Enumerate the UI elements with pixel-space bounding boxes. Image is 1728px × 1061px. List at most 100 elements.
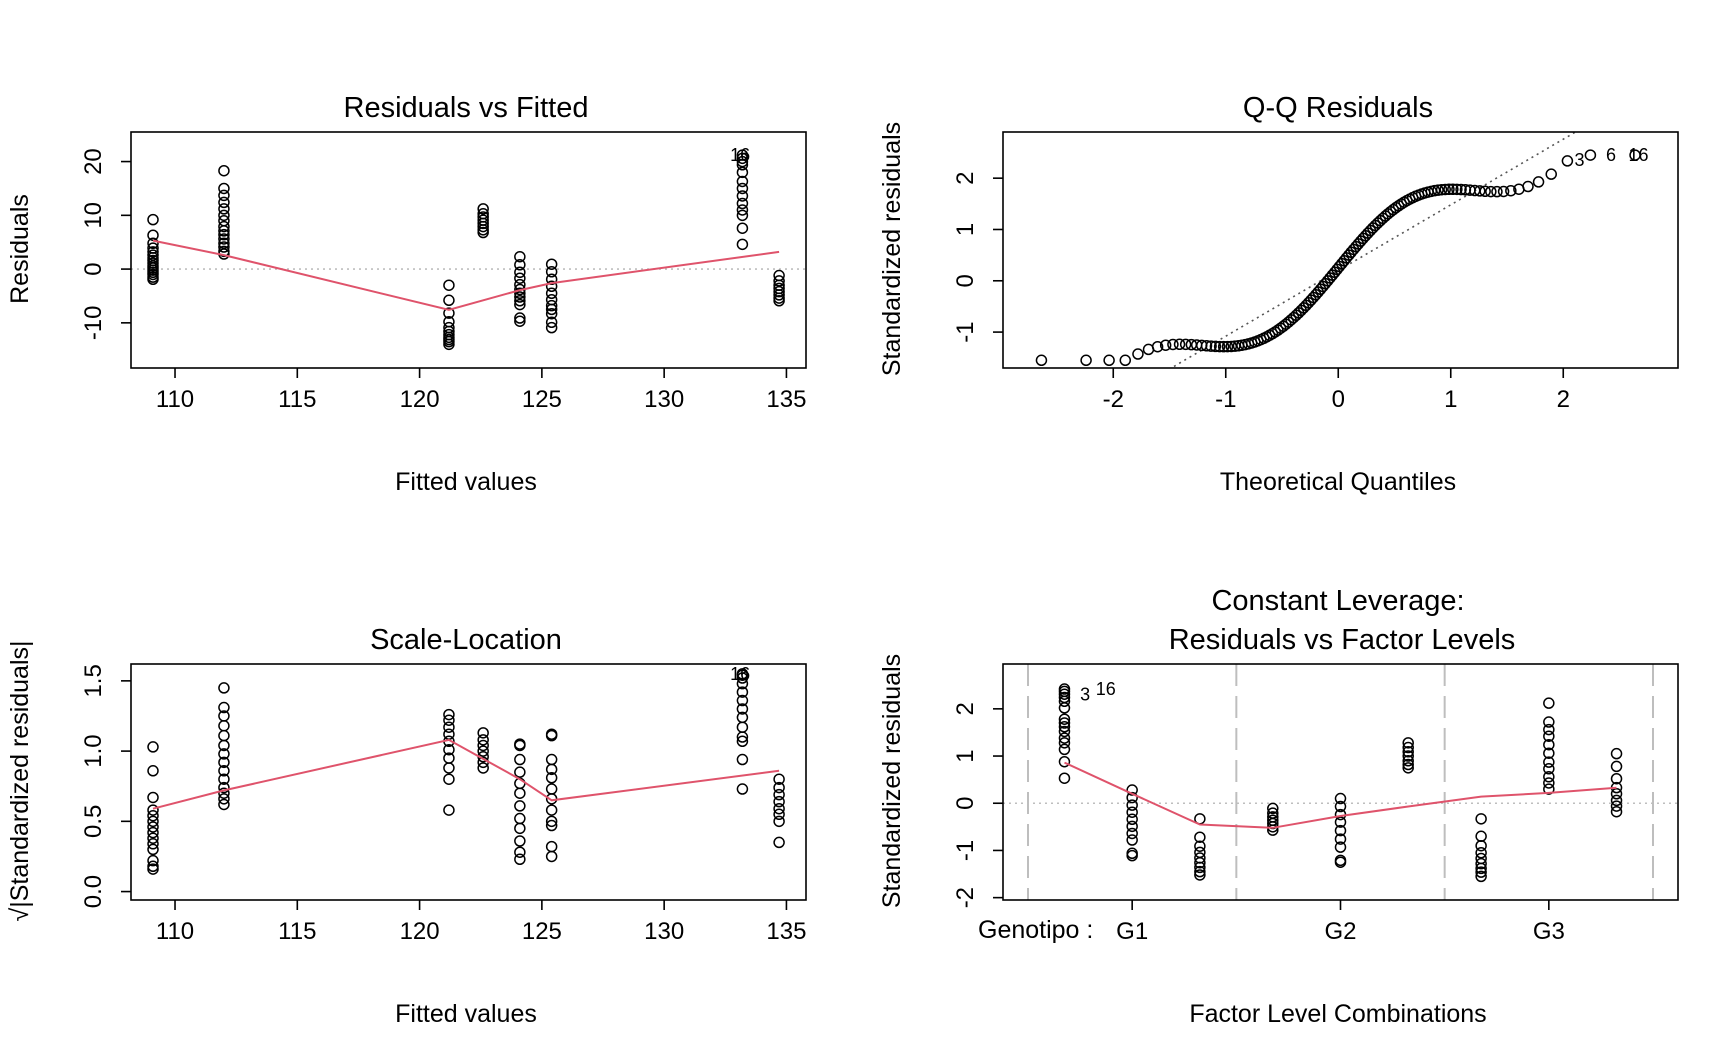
smoother-line [1064, 761, 1617, 829]
data-point [1435, 183, 1448, 196]
y-tick-label: 2 [952, 702, 979, 715]
data-point [218, 220, 230, 233]
data-point [1475, 847, 1487, 859]
data-point [218, 682, 230, 694]
data-point [218, 228, 230, 241]
data-point [736, 731, 749, 743]
data-point [1205, 340, 1217, 352]
data-point [1173, 338, 1186, 351]
data-point [514, 853, 526, 866]
data-point [545, 772, 558, 784]
data-point [1475, 870, 1487, 883]
point-label: 16 [730, 664, 750, 684]
data-point [1543, 747, 1555, 759]
data-point [1151, 340, 1164, 353]
data-point [147, 213, 159, 226]
y-tick-label: 2 [952, 171, 979, 184]
data-point [736, 783, 749, 795]
data-point [147, 854, 159, 867]
point-label: 3 [1080, 685, 1090, 705]
data-point [773, 289, 785, 301]
data-point [1058, 755, 1071, 768]
panel-2: -2 -1 0 1 2 -1 0 1 2 3 6 16 [952, 131, 1679, 413]
y-tick-label: 0 [952, 797, 979, 810]
data-point [514, 766, 526, 778]
data-point [1126, 834, 1138, 846]
data-point [773, 815, 785, 828]
data-point [545, 316, 558, 329]
panel-frame [1002, 131, 1679, 369]
data-point [1610, 760, 1623, 773]
data-point [1402, 750, 1414, 762]
data-point [545, 850, 558, 863]
data-point [218, 798, 230, 811]
data-point [545, 303, 558, 316]
data-point [218, 237, 230, 250]
data-point [773, 285, 785, 298]
y-tick-label: 0.5 [80, 805, 107, 838]
data-point [1543, 723, 1555, 736]
x-tick-label: 120 [400, 386, 440, 413]
data-point [477, 762, 489, 774]
data-point [147, 237, 159, 250]
data-point [1179, 338, 1192, 351]
data-point [147, 815, 159, 828]
y-tick-label: -1 [952, 321, 979, 342]
data-point [773, 295, 785, 307]
panel-4-plot-area [1003, 664, 1678, 900]
data-point [1532, 176, 1545, 188]
data-point [514, 753, 526, 766]
data-point [1455, 183, 1467, 196]
x-tick-label: 130 [644, 386, 684, 413]
data-point [1058, 721, 1071, 733]
data-point [1209, 340, 1222, 353]
data-point [545, 729, 558, 742]
data-point [147, 765, 159, 777]
x-tick-label: G2 [1324, 918, 1356, 945]
data-point [736, 155, 749, 168]
data-point [1561, 155, 1574, 167]
data-point [1126, 806, 1138, 818]
data-point [443, 714, 455, 726]
panel-3-y-axis-label: √|Standardized residuals| [6, 640, 34, 921]
data-point [1543, 697, 1555, 709]
data-point [1126, 849, 1138, 862]
data-point [1119, 354, 1132, 367]
data-point [218, 701, 230, 714]
data-point [514, 846, 526, 858]
panel-frame [130, 131, 807, 369]
data-point [218, 793, 230, 805]
smoother-line [152, 738, 780, 810]
data-point [477, 203, 489, 215]
data-point [147, 832, 159, 844]
y-tick-label: 1 [952, 223, 979, 236]
y-tick-label: 10 [80, 202, 107, 229]
x-tick-label: 1 [1444, 386, 1457, 413]
data-point [545, 321, 558, 334]
data-point [1543, 738, 1555, 751]
data-point [477, 220, 489, 233]
data-point [514, 272, 526, 284]
data-point [1543, 777, 1555, 789]
data-point [218, 182, 230, 195]
y-tick-label: 0 [80, 262, 107, 275]
y-tick-label: -10 [80, 305, 107, 340]
data-point [1217, 340, 1230, 353]
data-point [1475, 813, 1487, 825]
data-point [147, 246, 159, 258]
data-point [545, 763, 558, 776]
data-point [773, 788, 785, 801]
data-point [218, 196, 230, 209]
x-tick-label: 115 [278, 918, 316, 945]
panel-3-title: Scale-Location [370, 624, 562, 656]
data-point [1439, 183, 1451, 196]
data-point [1402, 746, 1414, 758]
panel-3-plot-area [147, 668, 785, 875]
data-point [1194, 861, 1206, 874]
x-tick-label: 135 [766, 918, 806, 945]
panel-frame [130, 663, 807, 901]
data-point [1194, 865, 1206, 878]
data-point [1200, 340, 1213, 352]
panel-4: G1 G2 G3 -2 -1 0 1 2 3 16 [952, 663, 1679, 945]
data-point [147, 741, 159, 753]
